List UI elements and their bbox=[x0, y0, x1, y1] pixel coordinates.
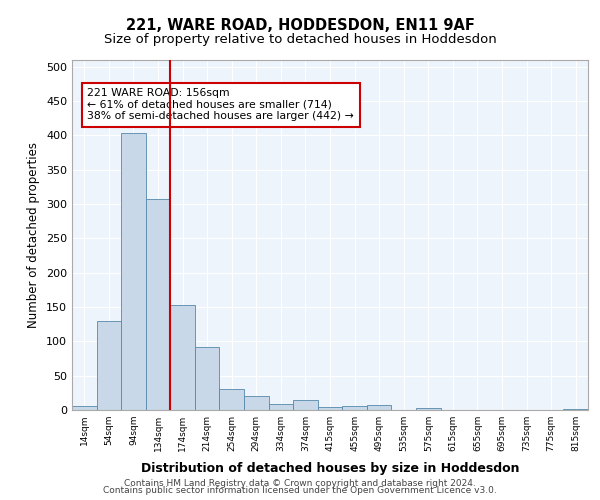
Bar bbox=[170, 305, 195, 410]
Y-axis label: Number of detached properties: Number of detached properties bbox=[28, 142, 40, 328]
Bar bbox=[416, 408, 440, 410]
Bar bbox=[195, 347, 220, 410]
Bar bbox=[293, 400, 318, 410]
Bar bbox=[269, 404, 293, 410]
Bar bbox=[220, 390, 244, 410]
Bar bbox=[121, 134, 146, 410]
Bar bbox=[342, 406, 367, 410]
Bar bbox=[367, 404, 391, 410]
Bar bbox=[318, 406, 342, 410]
Text: 221, WARE ROAD, HODDESDON, EN11 9AF: 221, WARE ROAD, HODDESDON, EN11 9AF bbox=[125, 18, 475, 32]
Bar bbox=[97, 321, 121, 410]
Text: 221 WARE ROAD: 156sqm
← 61% of detached houses are smaller (714)
38% of semi-det: 221 WARE ROAD: 156sqm ← 61% of detached … bbox=[88, 88, 354, 121]
Bar bbox=[146, 198, 170, 410]
Text: Contains public sector information licensed under the Open Government Licence v3: Contains public sector information licen… bbox=[103, 486, 497, 495]
Text: Size of property relative to detached houses in Hoddesdon: Size of property relative to detached ho… bbox=[104, 32, 496, 46]
Bar bbox=[563, 408, 588, 410]
Bar bbox=[72, 406, 97, 410]
Text: Contains HM Land Registry data © Crown copyright and database right 2024.: Contains HM Land Registry data © Crown c… bbox=[124, 478, 476, 488]
X-axis label: Distribution of detached houses by size in Hoddesdon: Distribution of detached houses by size … bbox=[141, 462, 519, 475]
Bar bbox=[244, 396, 269, 410]
